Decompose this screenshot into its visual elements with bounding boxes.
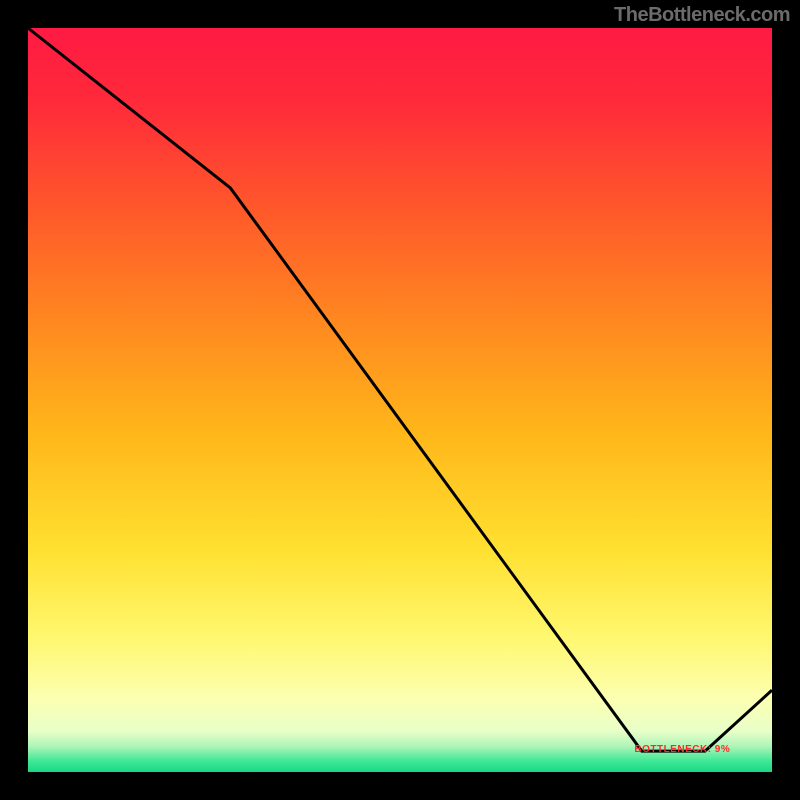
plot-background — [28, 28, 772, 772]
bottleneck-value-label: BOTTLENECK: 9% — [634, 744, 730, 755]
bottleneck-chart — [0, 0, 800, 800]
watermark-text: TheBottleneck.com — [614, 4, 790, 27]
